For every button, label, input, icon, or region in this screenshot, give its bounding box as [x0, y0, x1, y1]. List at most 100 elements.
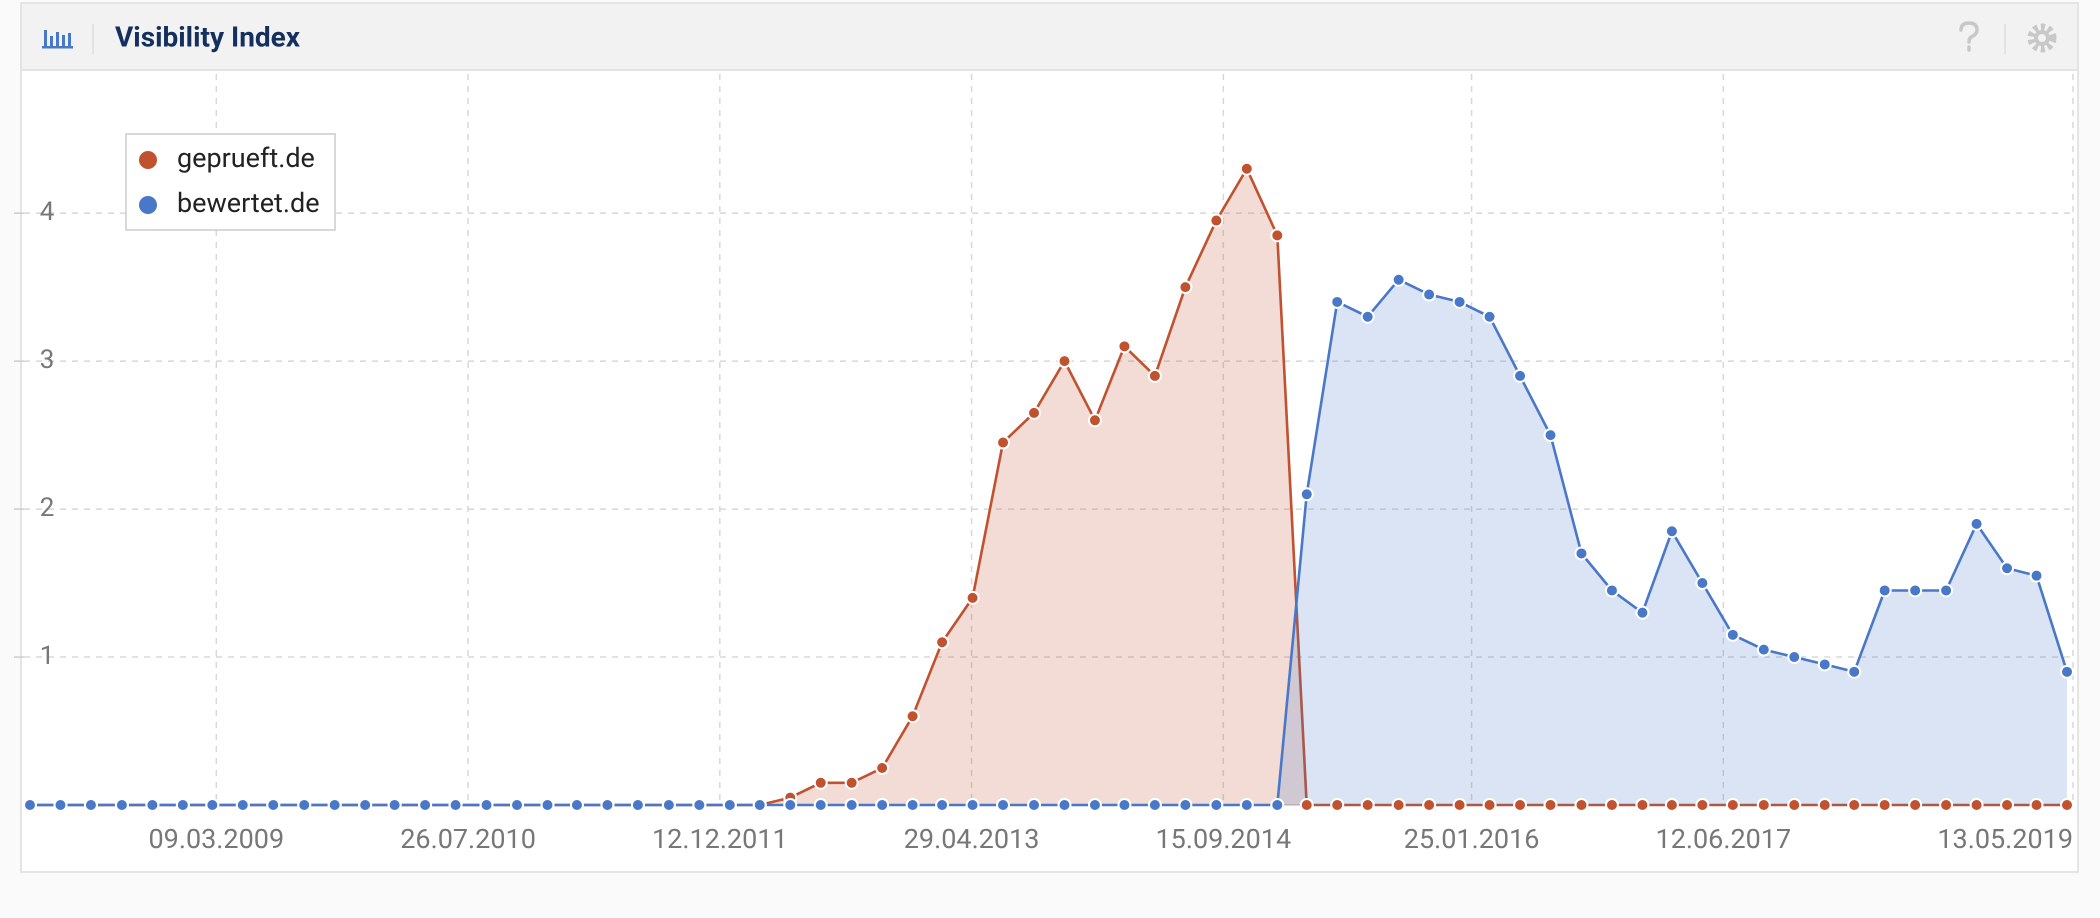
data-point [1939, 583, 1954, 598]
data-point [1543, 798, 1558, 812]
data-point [479, 798, 494, 812]
data-point [1695, 798, 1710, 812]
data-point [1087, 798, 1102, 812]
data-point [2029, 798, 2044, 812]
legend-label: geprueft.de [177, 142, 315, 174]
data-point [1209, 798, 1224, 812]
data-point [996, 435, 1011, 450]
x-tick-label: 12.06.2017 [1656, 823, 1792, 855]
data-point [965, 798, 980, 812]
area-fill [29, 279, 2068, 805]
data-point [1604, 583, 1619, 598]
data-point [2029, 568, 2044, 583]
data-point [1787, 650, 1802, 665]
legend: geprueft.de bewertet.de [125, 133, 336, 231]
data-point [2000, 798, 2015, 812]
data-point [2060, 798, 2075, 812]
chart-icon [42, 30, 73, 49]
data-point [1178, 280, 1193, 295]
data-point [1817, 657, 1832, 672]
x-tick-label: 13.05.2019 [1937, 823, 2073, 855]
data-point [661, 798, 676, 812]
data-point [1209, 213, 1224, 228]
panel-title: Visibility Index [115, 20, 301, 53]
data-point [540, 798, 555, 812]
data-point [83, 798, 98, 812]
y-tick-label: 2 [40, 493, 55, 523]
data-point [1604, 798, 1619, 812]
data-point [175, 798, 190, 812]
data-point [510, 798, 525, 812]
data-point [1057, 354, 1072, 369]
x-tick-label: 12.12.2011 [652, 823, 788, 855]
data-point [844, 775, 859, 790]
data-point [1969, 516, 1984, 531]
data-point [22, 798, 37, 812]
data-point [783, 798, 798, 812]
data-point [630, 798, 645, 812]
data-point [996, 798, 1011, 812]
data-point [1513, 798, 1528, 812]
plot-area: 1 2 3 4 09.03.2009 26.07.2010 12.12.2011 29.04.… [14, 74, 2075, 855]
data-point [1482, 309, 1497, 324]
data-point [1270, 228, 1285, 243]
data-point [1178, 798, 1193, 812]
data-point [569, 798, 584, 812]
data-point [1330, 798, 1345, 812]
data-point [1147, 368, 1162, 383]
data-point [114, 798, 129, 812]
panel-header [22, 4, 2077, 70]
data-point [965, 590, 980, 605]
data-point [935, 798, 950, 812]
data-point [1635, 605, 1650, 620]
data-point [145, 798, 160, 812]
data-point [1847, 664, 1862, 679]
data-point [358, 798, 373, 812]
data-point [1391, 798, 1406, 812]
data-point [1422, 798, 1437, 812]
x-tick-label: 15.09.2014 [1156, 823, 1292, 855]
data-point [266, 798, 281, 812]
data-point [813, 798, 828, 812]
data-point [1239, 161, 1254, 176]
data-point [418, 798, 433, 812]
data-point [1147, 798, 1162, 812]
data-point [1756, 798, 1771, 812]
data-point [1299, 487, 1314, 502]
legend-marker [139, 151, 157, 169]
legend-marker [139, 196, 157, 214]
data-point [1057, 798, 1072, 812]
data-point [387, 798, 402, 812]
x-tick-label: 09.03.2009 [148, 823, 284, 855]
y-tick-label: 4 [40, 197, 55, 227]
area-fill [29, 168, 2068, 806]
data-point [1574, 798, 1589, 812]
y-tick-label: 1 [40, 641, 55, 671]
data-point [1452, 294, 1467, 309]
data-point [1513, 368, 1528, 383]
y-tick-label: 3 [40, 345, 55, 375]
data-point [235, 798, 250, 812]
legend-label: bewertet.de [177, 187, 320, 219]
data-point [1027, 405, 1042, 420]
data-point [875, 761, 890, 776]
data-point [935, 635, 950, 650]
panel [20, 2, 2079, 873]
settings-icon[interactable] [2027, 23, 2057, 53]
data-point [448, 798, 463, 812]
data-point [1908, 583, 1923, 598]
data-point [205, 798, 220, 812]
data-point [905, 709, 920, 724]
data-point [722, 798, 737, 812]
help-icon[interactable] [1959, 21, 1979, 52]
data-point [1939, 798, 1954, 812]
data-point [1574, 546, 1589, 561]
data-point [1664, 524, 1679, 539]
data-point [1027, 798, 1042, 812]
data-point [1817, 798, 1832, 812]
data-point [1725, 627, 1740, 642]
data-point [1360, 309, 1375, 324]
data-point [905, 798, 920, 812]
data-point [1847, 798, 1862, 812]
data-point [1725, 798, 1740, 812]
